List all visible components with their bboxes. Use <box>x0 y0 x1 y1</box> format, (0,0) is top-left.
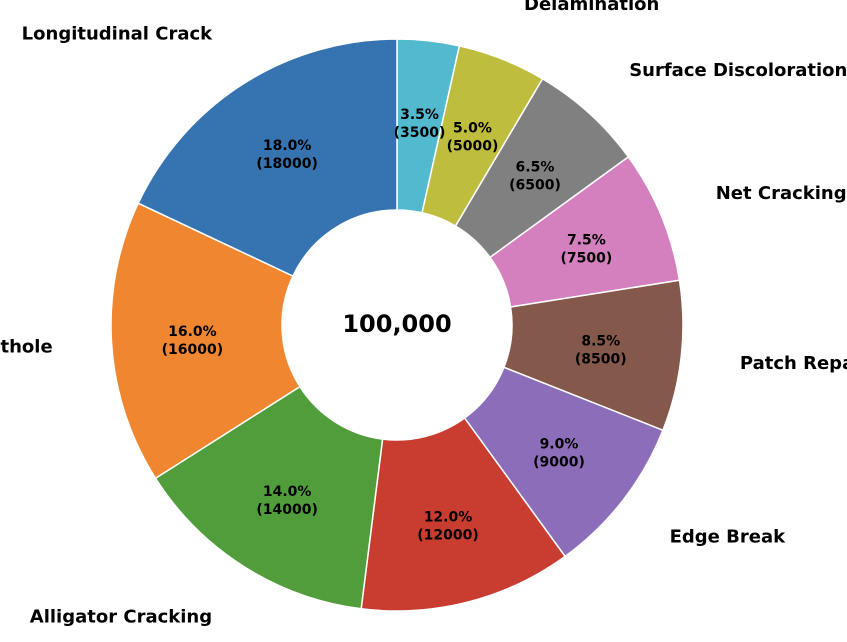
percent-label: 12.0% <box>424 510 473 526</box>
percent-label: 18.0% <box>263 138 312 154</box>
count-label: (16000) <box>162 342 224 358</box>
category-label-surface-discoloration: Surface Discoloration <box>629 60 847 81</box>
value-label-alligator-cracking: 14.0% (14000) <box>256 484 318 518</box>
count-label: (9000) <box>533 455 585 471</box>
count-label: (18000) <box>256 156 318 172</box>
category-label-alligator-cracking: Alligator Cracking <box>30 606 212 627</box>
value-label-pothole: 16.0% (16000) <box>162 324 224 358</box>
value-labels-group: 3.5% (3500) 5.0% (5000) 6.5% (6500) 7.5% (7500)… <box>162 107 627 543</box>
value-label-patch-repair: 8.5% (8500) <box>575 333 627 367</box>
percent-label: 5.0% <box>453 120 492 136</box>
category-label-edge-break: Edge Break <box>670 526 786 547</box>
count-label: (3500) <box>394 125 446 141</box>
slice-longitudinal-crack <box>137 38 398 278</box>
category-label-pothole: Pothole <box>0 337 53 358</box>
value-label-surface-discoloration: 6.5% (6500) <box>509 159 561 193</box>
category-label-patch-repair: Patch Repair <box>740 353 847 374</box>
center-total-label: 100,000 <box>342 310 451 338</box>
slice-alligator-cracking <box>154 385 384 610</box>
category-label-net-cracking: Net Cracking <box>716 183 847 204</box>
slice-pothole <box>110 202 301 480</box>
value-label-edge-break: 9.0% (9000) <box>533 437 585 471</box>
count-label: (5000) <box>447 138 499 154</box>
count-label: (7500) <box>561 251 613 267</box>
value-label-misc-defects: 3.5% (3500) <box>394 107 446 141</box>
percent-label: 6.5% <box>516 159 555 175</box>
value-label-delamination: 5.0% (5000) <box>447 120 499 154</box>
percent-label: 3.5% <box>400 107 439 123</box>
value-label-transverse-crack: 12.0% (12000) <box>417 510 479 544</box>
percent-label: 16.0% <box>168 324 217 340</box>
slice-transverse-crack <box>360 416 567 612</box>
count-label: (14000) <box>256 502 318 518</box>
slices-group <box>110 38 684 612</box>
percent-label: 8.5% <box>581 333 620 349</box>
category-label-delamination: Delamination <box>524 0 659 15</box>
percent-label: 7.5% <box>567 233 606 249</box>
category-label-longitudinal-crack: Longitudinal Crack <box>22 24 213 45</box>
percent-label: 9.0% <box>540 437 579 453</box>
percent-label: 14.0% <box>263 484 312 500</box>
count-label: (8500) <box>575 351 627 367</box>
count-label: (12000) <box>417 528 479 544</box>
count-label: (6500) <box>509 177 561 193</box>
value-label-longitudinal-crack: 18.0% (18000) <box>256 138 318 172</box>
value-label-net-cracking: 7.5% (7500) <box>561 233 613 267</box>
